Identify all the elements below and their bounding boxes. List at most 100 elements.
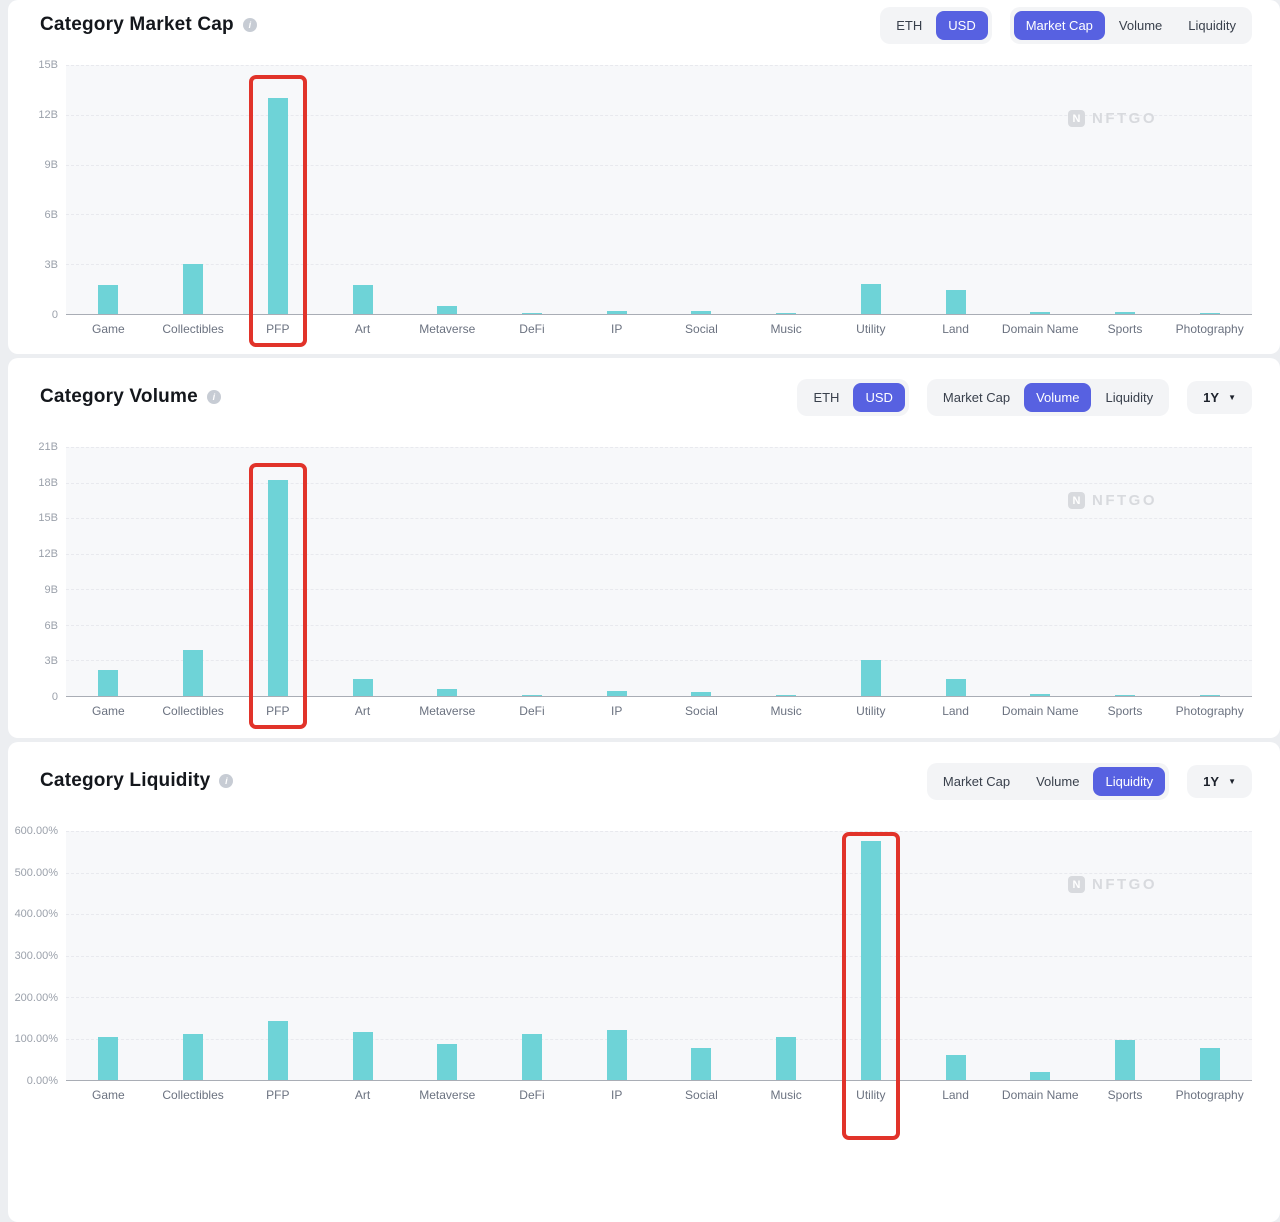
bar-pfp — [267, 480, 288, 696]
x-label-pfp: PFP — [266, 322, 290, 336]
x-label-music: Music — [770, 322, 802, 336]
period-value: 1Y — [1203, 389, 1220, 405]
liquidity-title-wrap: Category Liquidity i — [40, 770, 234, 792]
volume-panel: Category Volume i ETH USD Market Cap Volum… — [8, 358, 1280, 738]
plot-wrap: N NFTGO Game Collectibles PFP Art Metaverse De… — [66, 831, 1252, 1140]
bar-art — [352, 679, 373, 696]
bar-slot-game — [66, 65, 151, 314]
x-label-pfp: PFP — [266, 704, 290, 718]
x-label-art: Art — [354, 1088, 371, 1102]
bar-slot-pfp — [235, 65, 320, 314]
period-value: 1Y — [1203, 773, 1220, 789]
bar-game — [98, 284, 119, 314]
bar-slot-utility — [828, 831, 913, 1080]
gridline — [66, 447, 1252, 448]
x-axis-labels: Game Collectibles PFP Art Metaverse DeFi IP Soc… — [66, 704, 1252, 718]
currency-toggle: ETH USD — [797, 378, 909, 416]
bar-domain-name — [1030, 312, 1051, 314]
x-label-social: Social — [685, 704, 718, 718]
x-label-social: Social — [685, 1088, 718, 1102]
tab-market-cap[interactable]: Market Cap — [1013, 10, 1105, 40]
y-tick: 12B — [38, 109, 58, 121]
bar-slot-collectibles — [151, 447, 236, 696]
bar-slot-pfp — [235, 831, 320, 1080]
bar-defi — [521, 695, 542, 696]
bar-slot-domain-name — [998, 831, 1083, 1080]
period-select[interactable]: 1Y ▼ — [1187, 764, 1252, 798]
plot-area: N NFTGO — [66, 447, 1252, 729]
x-label-metaverse: Metaverse — [419, 1088, 476, 1102]
tab-liquidity[interactable]: Liquidity — [1176, 11, 1248, 40]
bar-slot-art — [320, 447, 405, 696]
currency-usd[interactable]: USD — [853, 382, 905, 412]
bar-sports — [1114, 1040, 1135, 1080]
x-label-music: Music — [770, 1088, 802, 1102]
x-label-game: Game — [92, 1088, 125, 1102]
tab-liquidity[interactable]: Liquidity — [1093, 766, 1166, 796]
bars-row — [66, 831, 1252, 1080]
y-tick: 0 — [51, 691, 58, 703]
bar-game — [98, 1037, 119, 1080]
bar-slot-collectibles — [151, 65, 236, 314]
bar-photography — [1199, 695, 1220, 696]
currency-usd[interactable]: USD — [936, 10, 988, 40]
gridline — [66, 831, 1252, 832]
bar-collectibles — [183, 264, 204, 314]
tab-volume[interactable]: Volume — [1024, 767, 1091, 796]
tab-market-cap[interactable]: Market Cap — [931, 383, 1022, 412]
x-label-art: Art — [354, 322, 371, 336]
tab-market-cap[interactable]: Market Cap — [931, 767, 1022, 796]
x-label-utility: Utility — [856, 704, 886, 718]
y-tick: 100.00% — [14, 1033, 58, 1046]
nftgo-logo-icon: N — [1068, 492, 1085, 509]
bar-slot-social — [659, 447, 744, 696]
plot-wrap: N NFTGO Game Collectibles PFP Art Metaverse De… — [66, 447, 1252, 729]
x-label-metaverse: Metaverse — [419, 322, 476, 336]
x-label-domain-name: Domain Name — [1001, 704, 1079, 718]
bar-music — [776, 694, 797, 696]
y-tick: 0.00% — [26, 1075, 58, 1087]
gridline — [66, 264, 1252, 266]
y-tick: 6B — [44, 209, 58, 221]
bar-slot-collectibles — [151, 831, 236, 1080]
y-axis: 0 3B 6B 9B 12B 15B — [16, 59, 66, 321]
period-select[interactable]: 1Y ▼ — [1187, 380, 1252, 414]
bar-ip — [606, 691, 627, 696]
bar-land — [945, 1055, 966, 1080]
plot-area: N NFTGO — [66, 65, 1252, 347]
x-label-game: Game — [92, 704, 125, 718]
bar-slot-social — [659, 831, 744, 1080]
currency-eth[interactable]: ETH — [884, 11, 934, 40]
x-label-photography: Photography — [1175, 1088, 1244, 1102]
bar-metaverse — [437, 305, 458, 314]
nftgo-watermark-text: NFTGO — [1092, 492, 1157, 509]
bar-pfp — [267, 98, 288, 314]
bar-slot-land — [913, 65, 998, 314]
tab-liquidity[interactable]: Liquidity — [1093, 383, 1165, 412]
info-icon[interactable]: i — [219, 774, 234, 788]
x-label-land: Land — [942, 704, 969, 718]
tab-volume[interactable]: Volume — [1107, 11, 1174, 40]
bar-land — [945, 679, 966, 696]
x-label-pfp: PFP — [266, 1088, 290, 1102]
bar-slot-music — [744, 447, 829, 696]
bar-slot-land — [913, 447, 998, 696]
tab-volume[interactable]: Volume — [1024, 382, 1092, 412]
bar-slot-domain-name — [998, 65, 1083, 314]
y-tick: 400.00% — [14, 908, 58, 921]
bar-domain-name — [1030, 1072, 1051, 1080]
info-icon[interactable]: i — [242, 18, 257, 32]
bar-domain-name — [1030, 693, 1051, 696]
x-label-sports: Sports — [1107, 1088, 1143, 1102]
liquidity-panel: Category Liquidity i Market Cap Volume Liq… — [8, 742, 1280, 1222]
info-icon[interactable]: i — [206, 390, 221, 404]
bar-slot-utility — [828, 65, 913, 314]
nftgo-watermark-text: NFTGO — [1092, 876, 1157, 893]
currency-eth[interactable]: ETH — [801, 383, 851, 412]
nftgo-watermark: N NFTGO — [1068, 492, 1157, 509]
liquidity-header: Category Liquidity i Market Cap Volume Liq… — [8, 762, 1280, 800]
bar-pfp — [267, 1021, 288, 1080]
nftgo-watermark: N NFTGO — [1068, 876, 1157, 893]
x-label-art: Art — [354, 704, 371, 718]
y-tick: 15B — [38, 512, 58, 525]
